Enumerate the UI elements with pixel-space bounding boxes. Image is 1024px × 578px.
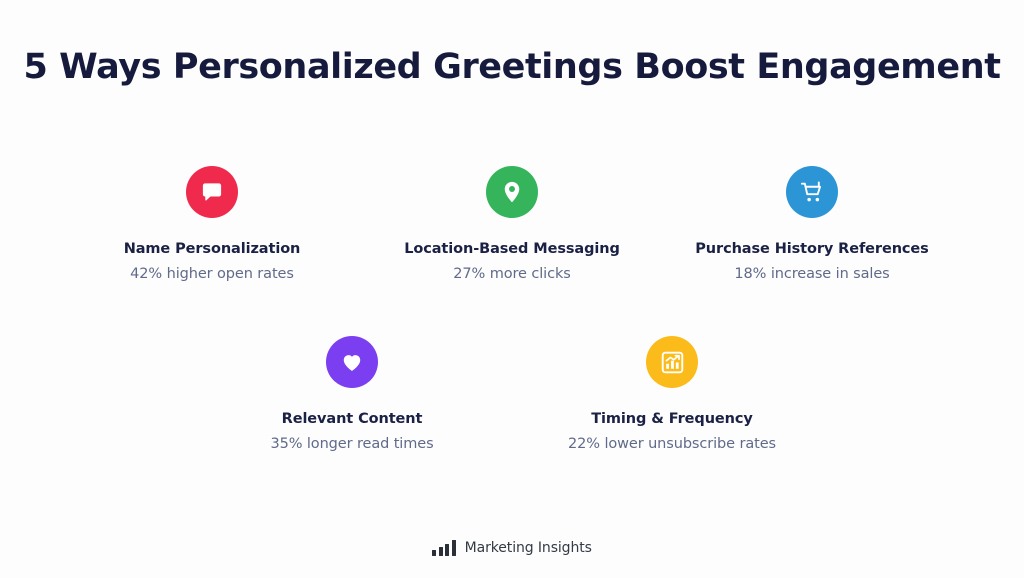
speech-bubble-icon bbox=[202, 183, 222, 201]
brand-name: Marketing Insights bbox=[464, 540, 592, 556]
logo-bar-2 bbox=[438, 547, 443, 556]
location-pin-icon-circle bbox=[486, 166, 538, 218]
heart-icon-circle bbox=[326, 336, 378, 388]
card-title: Location-Based Messaging bbox=[404, 241, 620, 257]
growth-chart-icon bbox=[661, 351, 683, 373]
card-stat: 22% lower unsubscribe rates bbox=[568, 436, 776, 453]
card-purchase-history-references[interactable]: Purchase History References 18% increase… bbox=[662, 166, 962, 283]
location-pin-icon bbox=[504, 181, 520, 203]
card-timing-and-frequency[interactable]: Timing & Frequency 22% lower unsubscribe… bbox=[512, 336, 832, 453]
heart-icon bbox=[343, 355, 361, 371]
card-stat: 27% more clicks bbox=[453, 266, 571, 283]
page-title: 5 Ways Personalized Greetings Boost Enga… bbox=[23, 47, 1001, 87]
card-row-top: Name Personalization 42% higher open rat… bbox=[62, 166, 962, 283]
footer-branding: Marketing Insights bbox=[0, 540, 1024, 556]
card-title: Relevant Content bbox=[281, 411, 423, 427]
logo-bar-4 bbox=[451, 540, 456, 556]
bar-chart-logo-icon bbox=[432, 540, 456, 556]
shopping-cart-icon-circle bbox=[786, 166, 838, 218]
card-title: Timing & Frequency bbox=[591, 411, 753, 427]
card-stat: 18% increase in sales bbox=[734, 266, 890, 283]
logo-bar-1 bbox=[432, 550, 437, 556]
speech-bubble-icon-circle bbox=[186, 166, 238, 218]
logo-bar-3 bbox=[445, 544, 450, 556]
card-row-bottom: Relevant Content 35% longer read times T… bbox=[192, 336, 832, 453]
card-name-personalization[interactable]: Name Personalization 42% higher open rat… bbox=[62, 166, 362, 283]
card-location-based-messaging[interactable]: Location-Based Messaging 27% more clicks bbox=[362, 166, 662, 283]
card-title: Purchase History References bbox=[695, 241, 929, 257]
card-title: Name Personalization bbox=[123, 241, 301, 257]
card-relevant-content[interactable]: Relevant Content 35% longer read times bbox=[192, 336, 512, 453]
shopping-cart-icon bbox=[800, 181, 821, 201]
card-stat: 35% longer read times bbox=[270, 436, 434, 453]
card-stat: 42% higher open rates bbox=[130, 266, 294, 283]
growth-chart-icon-circle bbox=[646, 336, 698, 388]
